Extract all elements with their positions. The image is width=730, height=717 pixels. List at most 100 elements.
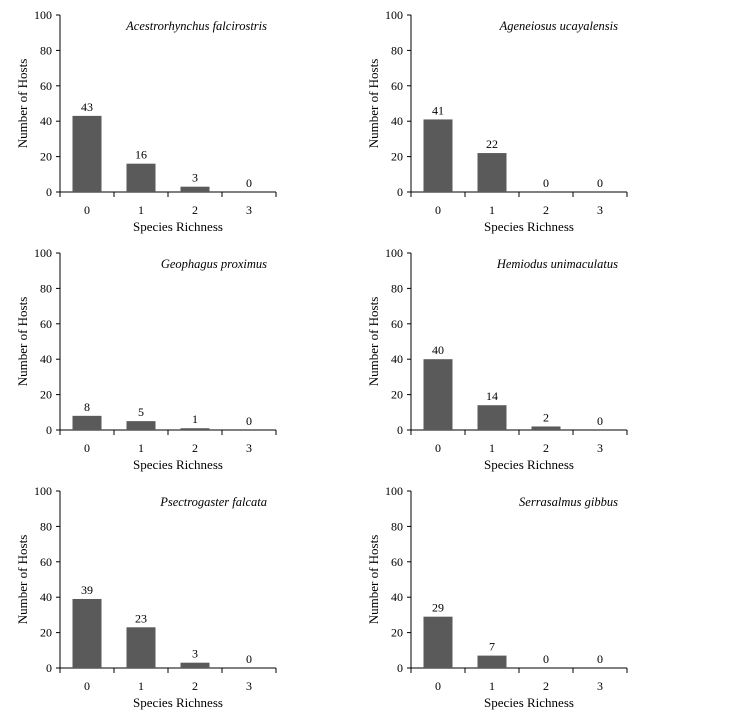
x-tick-label: 3 (597, 441, 603, 455)
y-tick-label: 100 (34, 246, 52, 260)
y-axis-label: Number of Hosts (15, 59, 30, 149)
y-tick-label: 80 (391, 43, 403, 57)
x-axis-label: Species Richness (484, 219, 574, 234)
bar (423, 359, 453, 430)
y-tick-label: 80 (391, 281, 403, 295)
x-axis-label: Species Richness (133, 457, 223, 472)
data-label: 2 (543, 410, 549, 424)
panel-title: Serrasalmus gibbus (519, 495, 618, 509)
x-tick-label: 0 (84, 203, 90, 217)
data-label: 3 (192, 647, 198, 661)
y-tick-label: 20 (391, 150, 403, 164)
x-tick-label: 1 (489, 679, 495, 693)
bar (72, 115, 102, 192)
data-label: 41 (432, 103, 444, 117)
data-label: 0 (543, 652, 549, 666)
bar (126, 627, 156, 668)
bar (126, 163, 156, 192)
y-tick-label: 80 (40, 519, 52, 533)
y-tick-label: 60 (40, 317, 52, 331)
y-tick-label: 100 (385, 484, 403, 498)
x-axis-label: Species Richness (484, 695, 574, 710)
x-tick-label: 1 (138, 679, 144, 693)
data-label: 8 (84, 400, 90, 414)
bar (423, 119, 453, 192)
bar (180, 662, 210, 668)
x-tick-label: 3 (597, 203, 603, 217)
bar (180, 186, 210, 192)
bar (477, 655, 507, 668)
y-tick-label: 100 (34, 8, 52, 22)
bar (180, 428, 210, 430)
bar (72, 415, 102, 430)
y-axis-label: Number of Hosts (15, 297, 30, 387)
y-tick-label: 20 (40, 388, 52, 402)
data-label: 3 (192, 171, 198, 185)
data-label: 0 (597, 414, 603, 428)
panel-title: Hemiodus unimaculatus (496, 257, 618, 271)
y-tick-label: 40 (40, 114, 52, 128)
y-tick-label: 40 (40, 590, 52, 604)
y-tick-label: 40 (40, 352, 52, 366)
x-tick-label: 0 (435, 679, 441, 693)
y-tick-label: 60 (40, 79, 52, 93)
y-axis-label: Number of Hosts (366, 59, 381, 149)
x-tick-label: 2 (192, 441, 198, 455)
data-label: 0 (246, 414, 252, 428)
y-tick-label: 80 (40, 43, 52, 57)
y-tick-label: 0 (397, 661, 403, 675)
panel-title: Geophagus proximus (161, 257, 267, 271)
y-tick-label: 40 (391, 590, 403, 604)
x-axis-label: Species Richness (133, 695, 223, 710)
y-axis-label: Number of Hosts (366, 297, 381, 387)
panel-title: Psectrogaster falcata (159, 495, 267, 509)
data-label: 0 (543, 176, 549, 190)
panel-title: Acestrorhynchus falcirostris (125, 19, 267, 33)
data-label: 23 (135, 611, 147, 625)
x-tick-label: 3 (246, 441, 252, 455)
data-label: 14 (486, 389, 498, 403)
data-label: 43 (81, 100, 93, 114)
y-tick-label: 20 (391, 626, 403, 640)
x-tick-label: 0 (435, 441, 441, 455)
x-tick-label: 1 (489, 441, 495, 455)
x-tick-label: 2 (543, 203, 549, 217)
y-tick-label: 40 (391, 114, 403, 128)
bar (477, 153, 507, 192)
y-tick-label: 80 (391, 519, 403, 533)
bar (531, 426, 561, 430)
x-tick-label: 3 (597, 679, 603, 693)
x-tick-label: 1 (489, 203, 495, 217)
x-tick-label: 3 (246, 679, 252, 693)
y-tick-label: 40 (391, 352, 403, 366)
data-label: 0 (597, 176, 603, 190)
panel-title: Ageneiosus ucayalensis (499, 19, 619, 33)
data-label: 39 (81, 583, 93, 597)
y-tick-label: 60 (40, 555, 52, 569)
y-tick-label: 0 (46, 185, 52, 199)
y-axis-label: Number of Hosts (366, 535, 381, 625)
y-axis-label: Number of Hosts (15, 535, 30, 625)
data-label: 7 (489, 640, 495, 654)
y-tick-label: 20 (40, 626, 52, 640)
x-tick-label: 1 (138, 203, 144, 217)
bar (477, 405, 507, 430)
x-tick-label: 3 (246, 203, 252, 217)
x-tick-label: 2 (543, 441, 549, 455)
x-axis-label: Species Richness (484, 457, 574, 472)
y-tick-label: 100 (385, 8, 403, 22)
data-label: 0 (246, 176, 252, 190)
x-tick-label: 2 (192, 679, 198, 693)
y-tick-label: 100 (385, 246, 403, 260)
y-tick-label: 60 (391, 317, 403, 331)
y-tick-label: 80 (40, 281, 52, 295)
bar (72, 598, 102, 668)
y-tick-label: 0 (46, 661, 52, 675)
data-label: 1 (192, 412, 198, 426)
x-tick-label: 0 (435, 203, 441, 217)
